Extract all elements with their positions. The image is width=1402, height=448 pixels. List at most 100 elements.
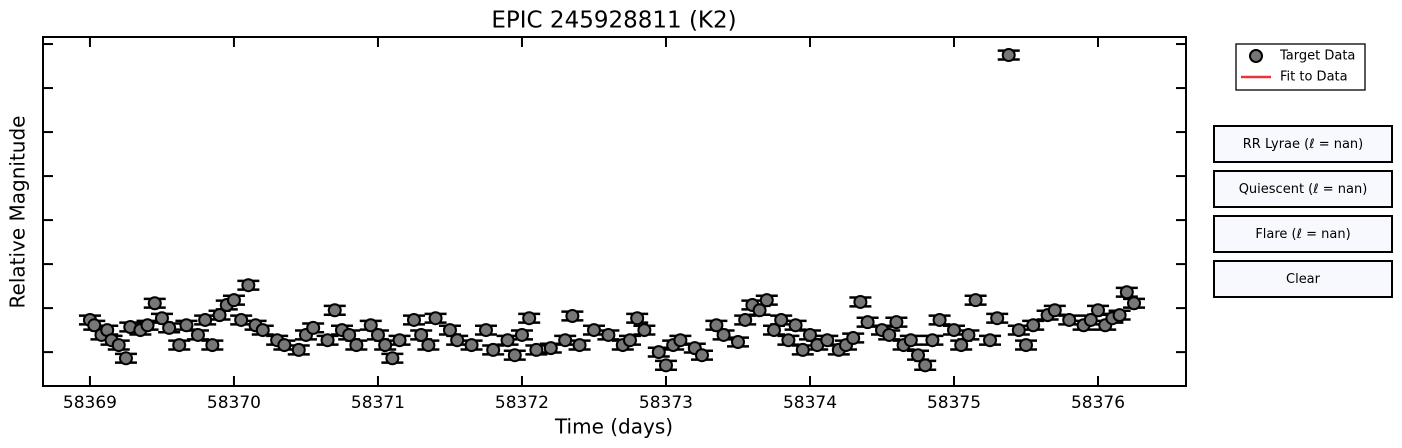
- data-point: [500, 333, 515, 348]
- data-point: [212, 308, 227, 323]
- x-tick-label: 58375: [927, 393, 981, 413]
- legend-label: Target Data: [1279, 49, 1355, 64]
- button[interactable]: Flare (ℓ = nan): [1213, 215, 1393, 253]
- data-point: [342, 327, 357, 342]
- data-point: [320, 333, 335, 348]
- data-point: [363, 318, 378, 333]
- data-point: [118, 351, 133, 366]
- data-point: [983, 333, 998, 348]
- data-point: [709, 318, 724, 333]
- x-tick-label: 58369: [63, 393, 117, 413]
- data-point: [947, 323, 962, 338]
- x-axis-label: Time (days): [554, 415, 673, 439]
- data-point: [673, 333, 688, 348]
- data-point: [162, 320, 177, 335]
- button[interactable]: RR Lyrae (ℓ = nan): [1213, 125, 1393, 163]
- data-point: [1091, 303, 1106, 318]
- data-point: [1062, 312, 1077, 327]
- data-point: [1011, 323, 1026, 338]
- data-point: [903, 333, 918, 348]
- data-point: [1026, 318, 1041, 333]
- y-axis-label: Relative Magnitude: [6, 116, 30, 309]
- data-point: [514, 327, 529, 342]
- data-point: [954, 338, 969, 353]
- data-point: [860, 315, 875, 330]
- data-point: [932, 312, 947, 327]
- data-point: [172, 338, 187, 353]
- data-point: [820, 333, 835, 348]
- data-point: [1083, 312, 1098, 327]
- axes-frame: [42, 36, 1187, 387]
- data-point: [306, 320, 321, 335]
- chart-title: EPIC 245928811 (K2): [491, 8, 736, 34]
- data-point: [1112, 308, 1127, 323]
- data-point: [694, 348, 709, 363]
- data-point: [291, 342, 306, 357]
- data-point: [990, 311, 1005, 326]
- data-point: [87, 318, 102, 333]
- x-tick-label: 58370: [207, 393, 261, 413]
- x-tick-label: 58374: [783, 393, 837, 413]
- data-point: [1119, 285, 1134, 300]
- data-point: [846, 331, 861, 346]
- data-point: [392, 333, 407, 348]
- data-point: [421, 338, 436, 353]
- data-point: [925, 333, 940, 348]
- button[interactable]: Clear: [1213, 260, 1393, 298]
- data-point: [190, 327, 205, 342]
- data-point: [788, 318, 803, 333]
- data-point: [179, 318, 194, 333]
- data-point: [759, 293, 774, 308]
- data-point: [507, 348, 522, 363]
- data-point: [853, 294, 868, 309]
- x-tick-label: 58371: [351, 393, 405, 413]
- data-point: [630, 311, 645, 326]
- data-point: [774, 312, 789, 327]
- data-point: [349, 338, 364, 353]
- data-point: [450, 333, 465, 348]
- data-point: [637, 323, 652, 338]
- data-point: [622, 333, 637, 348]
- data-point: [651, 345, 666, 360]
- data-point: [205, 338, 220, 353]
- data-point: [241, 278, 256, 293]
- data-point: [586, 323, 601, 338]
- data-point: [918, 358, 933, 373]
- data-point: [111, 338, 126, 353]
- x-tick-label: 58373: [639, 393, 693, 413]
- data-point: [442, 323, 457, 338]
- button[interactable]: Quiescent (ℓ = nan): [1213, 170, 1393, 208]
- data-point: [428, 311, 443, 326]
- data-point: [910, 348, 925, 363]
- data-point: [543, 341, 558, 356]
- data-point: [766, 323, 781, 338]
- data-point: [781, 333, 796, 348]
- data-point: [1019, 338, 1034, 353]
- data-point: [1127, 296, 1142, 311]
- data-point: [522, 311, 537, 326]
- data-point: [882, 327, 897, 342]
- data-point: [1001, 48, 1016, 63]
- data-point: [327, 303, 342, 318]
- data-point: [601, 327, 616, 342]
- data-point: [378, 338, 393, 353]
- data-point: [716, 327, 731, 342]
- data-point: [198, 312, 213, 327]
- data-point: [658, 358, 673, 373]
- data-point: [406, 312, 421, 327]
- data-point: [795, 342, 810, 357]
- data-point: [486, 342, 501, 357]
- data-point: [752, 303, 767, 318]
- data-point: [140, 318, 155, 333]
- x-tick-label: 58376: [1071, 393, 1125, 413]
- data-point: [961, 327, 976, 342]
- data-point: [478, 323, 493, 338]
- legend-marker: [1249, 49, 1263, 63]
- data-point: [968, 293, 983, 308]
- data-point: [572, 338, 587, 353]
- data-point: [558, 333, 573, 348]
- data-point: [370, 327, 385, 342]
- legend-label: Fit to Data: [1280, 70, 1348, 85]
